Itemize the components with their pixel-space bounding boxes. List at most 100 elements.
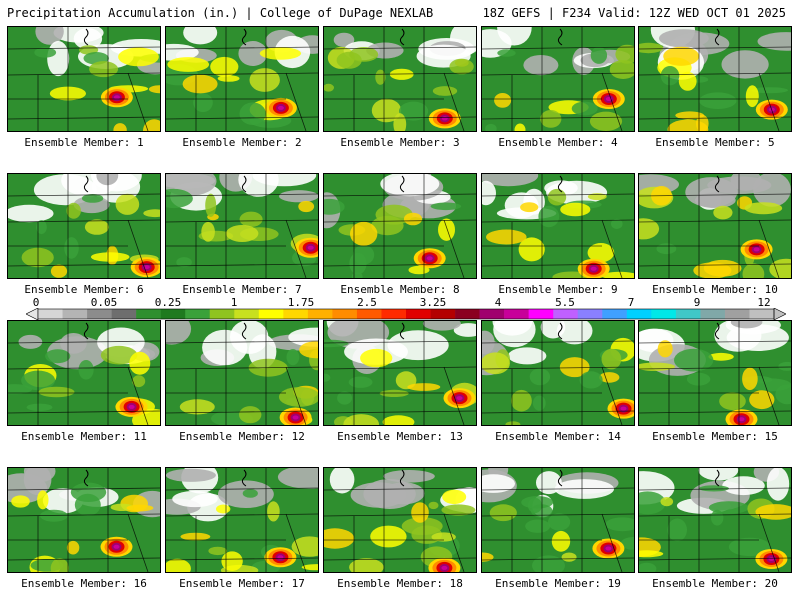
precip-map: [166, 468, 318, 572]
colorbar-segment: [356, 309, 382, 319]
precip-map: [324, 321, 476, 425]
colorbar-tick-label: 0.25: [154, 296, 182, 309]
colorbar-tick-label: 3.25: [419, 296, 447, 309]
colorbar-tick-label: 0: [32, 296, 40, 309]
colorbar-tick-label: 4: [494, 296, 502, 309]
ensemble-panel: [323, 467, 477, 573]
ensemble-member-label: Ensemble Member: 13: [337, 430, 463, 443]
colorbar-segment: [160, 309, 186, 319]
colorbar-tick-label: 2.5: [357, 296, 377, 309]
ensemble-panel: [7, 26, 161, 132]
colorbar-left-arrow: [26, 308, 39, 320]
colorbar-segment: [602, 309, 628, 319]
precip-map: [166, 27, 318, 131]
ensemble-panel: [165, 467, 319, 573]
precip-map: [482, 468, 634, 572]
ensemble-panel: [481, 467, 635, 573]
precip-map: [166, 321, 318, 425]
precip-map: [8, 321, 160, 425]
precip-map: [8, 174, 160, 278]
ensemble-panel: [638, 173, 792, 279]
ensemble-member-label: Ensemble Member: 18: [337, 577, 463, 590]
colorbar-segment: [332, 309, 358, 319]
colorbar-tick-label: 5.5: [555, 296, 575, 309]
ensemble-member-label: Ensemble Member: 16: [21, 577, 147, 590]
colorbar-segment: [675, 309, 701, 319]
precip-map: [324, 174, 476, 278]
ensemble-member-label: Ensemble Member: 12: [179, 430, 305, 443]
colorbar-segment: [455, 309, 480, 319]
precip-map: [639, 468, 791, 572]
ensemble-member-label: Ensemble Member: 5: [655, 136, 775, 149]
ensemble-member-label: Ensemble Member: 19: [495, 577, 621, 590]
ensemble-panel: [165, 173, 319, 279]
ensemble-member-label: Ensemble Member: 2: [182, 136, 302, 149]
ensemble-member-label: Ensemble Member: 6: [24, 283, 144, 296]
precip-map: [639, 27, 791, 131]
colorbar-segment: [111, 309, 137, 319]
ensemble-member-label: Ensemble Member: 7: [182, 283, 302, 296]
ensemble-member-label: Ensemble Member: 4: [498, 136, 618, 149]
colorbar-segment: [87, 309, 112, 319]
precip-map: [324, 468, 476, 572]
colorbar-segment: [430, 309, 456, 319]
colorbar-segment: [307, 309, 333, 319]
colorbar-segment: [283, 309, 309, 319]
precip-map: [8, 468, 160, 572]
ensemble-panel: [7, 173, 161, 279]
precip-map: [324, 27, 476, 131]
colorbar-segment: [258, 309, 284, 319]
colorbar-segment: [62, 309, 88, 319]
ensemble-member-label: Ensemble Member: 14: [495, 430, 621, 443]
colorbar-segment: [749, 309, 775, 319]
ensemble-member-label: Ensemble Member: 9: [498, 283, 618, 296]
precip-colorbar: [26, 308, 786, 320]
ensemble-member-label: Ensemble Member: 20: [652, 577, 778, 590]
colorbar-tick-label: 1: [230, 296, 238, 309]
model-run-info: 18Z GEFS | F234 Valid: 12Z WED OCT 01 20…: [482, 6, 786, 20]
ensemble-panel: [638, 320, 792, 426]
colorbar-tick-label: 12: [757, 296, 771, 309]
colorbar-tick-label: 7: [627, 296, 635, 309]
ensemble-member-label: Ensemble Member: 8: [340, 283, 460, 296]
colorbar-segment: [700, 309, 726, 319]
ensemble-panel: [638, 467, 792, 573]
ensemble-panel: [165, 320, 319, 426]
colorbar-segment: [553, 309, 579, 319]
ensemble-member-label: Ensemble Member: 1: [24, 136, 144, 149]
ensemble-panel: [7, 467, 161, 573]
ensemble-panel: [481, 26, 635, 132]
ensemble-panel: [323, 320, 477, 426]
colorbar-segment: [724, 309, 750, 319]
colorbar-segment: [626, 309, 652, 319]
colorbar-segment: [479, 309, 505, 319]
ensemble-member-label: Ensemble Member: 3: [340, 136, 460, 149]
colorbar-segment: [651, 309, 677, 319]
ensemble-panel: [165, 26, 319, 132]
colorbar-segment: [185, 309, 211, 319]
precip-map: [639, 321, 791, 425]
colorbar-segment: [406, 309, 431, 319]
ensemble-member-label: Ensemble Member: 11: [21, 430, 147, 443]
page-title: Precipitation Accumulation (in.) | Colle…: [7, 6, 434, 20]
colorbar-segment: [136, 309, 161, 319]
colorbar-tick-label: 0.05: [90, 296, 118, 309]
ensemble-panel: [323, 26, 477, 132]
colorbar-segment: [234, 309, 260, 319]
ensemble-panel: [481, 320, 635, 426]
colorbar-tick-label: 9: [693, 296, 701, 309]
colorbar-segment: [504, 309, 529, 319]
precip-map: [8, 27, 160, 131]
ensemble-panel: [7, 320, 161, 426]
precip-map: [482, 321, 634, 425]
colorbar-segment: [209, 309, 235, 319]
ensemble-panel: [481, 173, 635, 279]
precip-map: [482, 174, 634, 278]
colorbar-tick-label: 1.75: [287, 296, 315, 309]
ensemble-member-label: Ensemble Member: 10: [652, 283, 778, 296]
colorbar-segment: [577, 309, 603, 319]
precip-map: [482, 27, 634, 131]
precip-map: [166, 174, 318, 278]
colorbar-segment: [381, 309, 407, 319]
colorbar-segment: [38, 309, 63, 319]
